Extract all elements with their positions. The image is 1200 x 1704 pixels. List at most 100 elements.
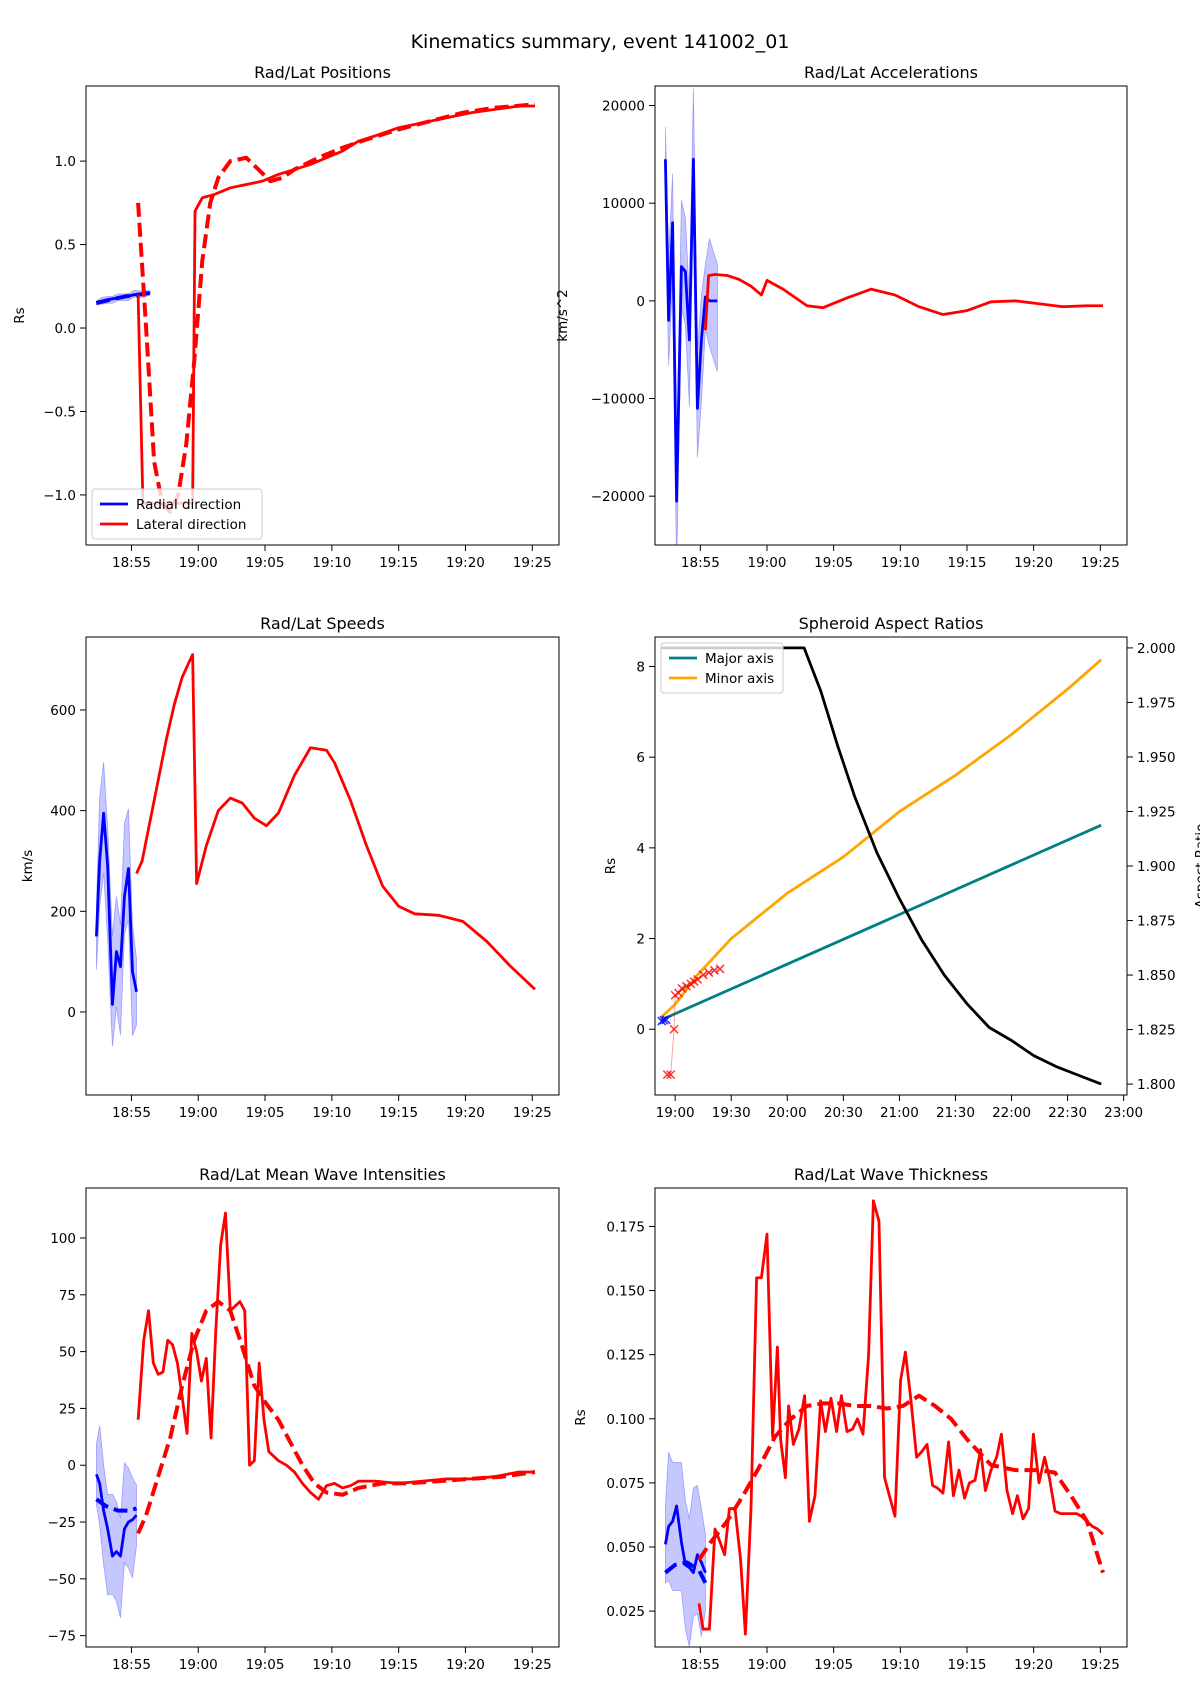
x-tick-label: 19:00 [179, 555, 218, 571]
series-line [664, 1560, 708, 1584]
x-tick-label: 19:05 [814, 1657, 853, 1673]
x-tick-label: 21:00 [880, 1105, 919, 1121]
x-tick-label: 19:05 [246, 1105, 285, 1121]
y-axis-label: Rs [573, 1409, 589, 1425]
x-tick-label: 22:00 [992, 1105, 1031, 1121]
y-tick-label: −20000 [591, 489, 645, 505]
y-tick-label-right: 1.875 [1137, 914, 1176, 930]
y-axis-label-right: Aspect Ratio [1193, 824, 1200, 909]
y-tick-label: 200 [50, 904, 76, 920]
x-tick-label: 19:25 [513, 1657, 552, 1673]
y-tick-label: −25 [48, 1515, 77, 1531]
x-tick-label: 19:15 [379, 1657, 418, 1673]
x-tick-label: 19:20 [446, 555, 485, 571]
y-tick-label: 0.075 [606, 1476, 645, 1492]
y-axis-label: km/s^2 [555, 289, 571, 341]
y-tick-label: 6 [636, 750, 645, 766]
x-tick-label: 19:20 [1014, 1657, 1053, 1673]
x-tick-label: 19:00 [179, 1657, 218, 1673]
marker-point [677, 983, 687, 993]
y-tick-label-right: 1.925 [1137, 804, 1176, 820]
legend-box [91, 488, 263, 540]
y-tick-label: −1.0 [43, 488, 76, 504]
x-tick-label: 19:25 [513, 555, 552, 571]
y-tick-label-right: 1.850 [1137, 968, 1176, 984]
marker-point [659, 1015, 669, 1025]
x-tick-label: 23:00 [1104, 1105, 1143, 1121]
y-axis: −75 −50 −25 0 25 50 75 100 [48, 1231, 86, 1645]
y-tick-label: 0.0 [55, 321, 76, 337]
plot-area [95, 653, 536, 1047]
y-tick-label: 0.175 [606, 1219, 645, 1235]
y-tick-label: 2 [636, 932, 645, 948]
x-tick-label: 19:10 [312, 1657, 351, 1673]
y-tick-label: −0.5 [43, 404, 76, 420]
axes-frame [85, 85, 560, 546]
x-tick-label: 19:00 [748, 1657, 787, 1673]
y-tick-label: 0.150 [606, 1284, 645, 1300]
y-axis-right: 1.800 1.825 1.850 1.875 1.900 1.925 1.950 1.975… [1127, 641, 1176, 1093]
marker-point [662, 1070, 672, 1080]
x-tick-label: 18:55 [112, 1657, 151, 1673]
x-tick-label: 18:55 [681, 1657, 720, 1673]
x-tick-label: 19:15 [379, 1105, 418, 1121]
axes-frame [654, 1187, 1128, 1648]
chart-title: Rad/Lat Speeds [260, 614, 385, 633]
marker-point [709, 965, 719, 975]
x-tick-label: 19:25 [1081, 1657, 1120, 1673]
x-tick-label: 19:00 [179, 1105, 218, 1121]
x-tick-label: 19:15 [948, 1657, 987, 1673]
x-axis: 18:55 19:00 19:05 19:10 19:15 19:20 19:25 [681, 545, 1120, 571]
x-tick-label: 19:10 [312, 1105, 351, 1121]
x-tick-label: 19:25 [513, 1105, 552, 1121]
x-tick-label: 22:30 [1048, 1105, 1087, 1121]
marker-point [674, 988, 684, 998]
axes-frame [654, 85, 1128, 546]
marker-trace [667, 968, 721, 1076]
y-tick-label: 600 [50, 703, 76, 719]
x-tick-label: 19:10 [881, 555, 920, 571]
y-tick-label: 0 [636, 294, 645, 310]
legend-label: Lateral direction [136, 517, 246, 533]
y-tick-label: 0.050 [606, 1540, 645, 1556]
plot-area [95, 1211, 536, 1619]
x-axis: 18:55 19:00 19:05 19:10 19:15 19:20 19:25 [681, 1647, 1120, 1673]
marker-point [704, 968, 714, 978]
chart-accelerations: Rad/Lat Accelerations 18:55 19:00 19:05 19:1… [555, 63, 1128, 571]
chart-aspect: Spheroid Aspect Ratios 19:00 19:30 20:00 20:… [603, 614, 1200, 1121]
x-tick-label: 19:05 [814, 555, 853, 571]
x-axis: 18:55 19:00 19:05 19:10 19:15 19:20 19:25 [112, 545, 552, 571]
x-tick-label: 19:20 [446, 1657, 485, 1673]
marker-trace [661, 1019, 667, 1022]
plot-area [664, 1199, 1105, 1647]
y-tick-label: 25 [59, 1401, 76, 1417]
series-line [660, 823, 1102, 1022]
marker-point [661, 1015, 671, 1025]
chart-positions: Rad/Lat Positions 18:55 19:00 19:05 19:10 19:… [12, 63, 560, 571]
x-tick-label: 19:15 [379, 555, 418, 571]
y-tick-label: 50 [59, 1345, 76, 1361]
y-tick-label-right: 2.000 [1137, 641, 1176, 657]
y-tick-label-right: 1.975 [1137, 695, 1176, 711]
series-line [660, 646, 1102, 1086]
axes-frame [85, 636, 560, 1096]
x-tick-label: 20:30 [824, 1105, 863, 1121]
y-axis: 0.025 0.050 0.075 0.100 0.125 0.150 0.175 [606, 1219, 655, 1620]
y-tick-label: 0.5 [55, 238, 76, 254]
y-tick-label: −10000 [591, 392, 645, 408]
x-tick-label: 18:55 [681, 555, 720, 571]
chart-title: Rad/Lat Mean Wave Intensities [199, 1165, 446, 1184]
x-tick-label: 18:55 [112, 555, 151, 571]
y-tick-label: 0 [67, 1005, 76, 1021]
marker-point [715, 964, 725, 974]
y-tick-label-right: 1.825 [1137, 1023, 1176, 1039]
plot-area [664, 88, 1103, 545]
error-band [96, 1425, 137, 1619]
series-line [697, 1393, 1105, 1574]
series-line [95, 1497, 138, 1513]
chart-thickness: Rad/Lat Wave Thickness 18:55 19:00 19:05 19:… [573, 1165, 1128, 1673]
marker-point [669, 1024, 679, 1034]
x-tick-label: 19:10 [312, 555, 351, 571]
chart-title: Spheroid Aspect Ratios [799, 614, 984, 633]
